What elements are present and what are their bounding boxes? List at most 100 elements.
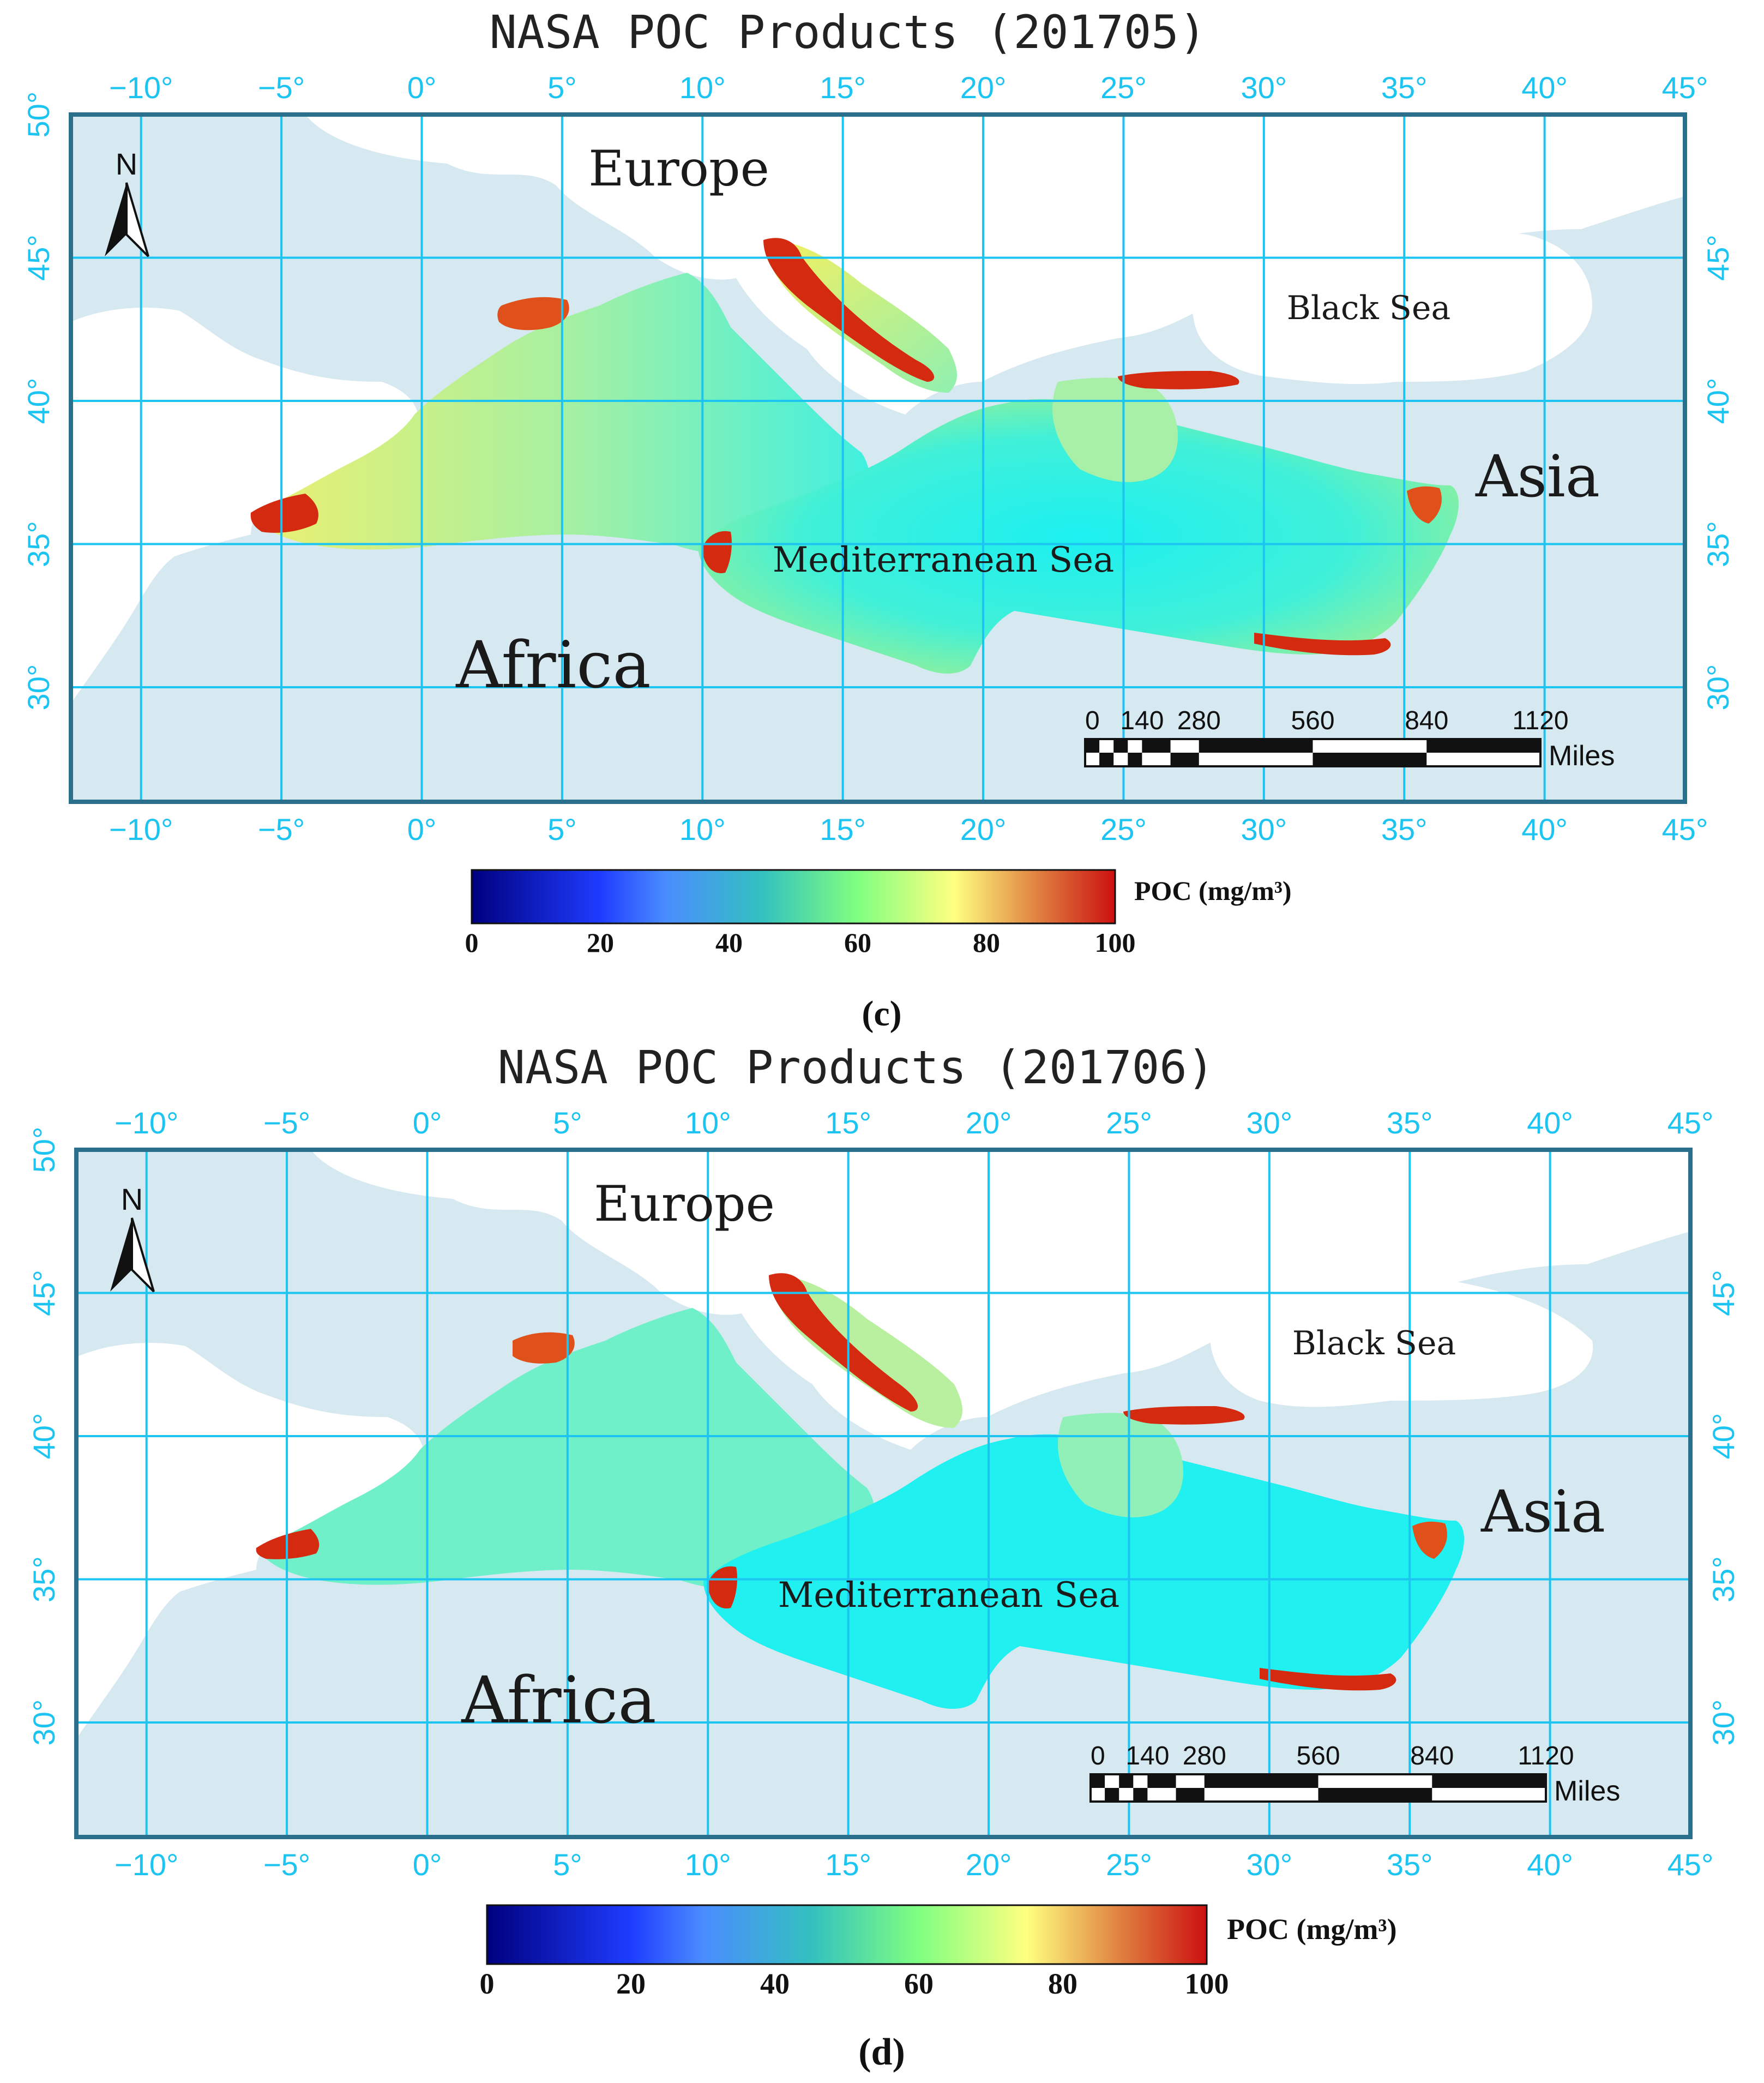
lon-tick-label: 40° <box>1527 1847 1573 1882</box>
black-sea <box>1209 1279 1593 1407</box>
lon-tick-label: 25° <box>1106 1847 1152 1882</box>
label-black-sea: Black Sea <box>1287 289 1450 327</box>
lat-tick-label: 35° <box>27 1556 61 1602</box>
land-europe <box>76 1150 1690 1450</box>
colorbar-label: POC (mg/m³) <box>1227 1913 1397 1946</box>
lon-tick-label: 40° <box>1527 1106 1573 1140</box>
panel-d: NASA POC Products (201706) −10 <box>27 1041 1741 2073</box>
scale-bar-tick-label: 1120 <box>1518 1742 1574 1770</box>
colorbar-tick-label: 0 <box>480 1967 495 2000</box>
land-iberia <box>76 1343 424 1739</box>
lat-tick-label: 40° <box>1706 1413 1741 1460</box>
poc-aegean <box>1058 1413 1183 1517</box>
lon-labels-top: −10° −5° 0° 5° 10° 15° 20° 25° 30° 35° 40° 45° <box>109 70 1708 105</box>
scale-bar: 0 140 280 560 840 1120 Miles <box>1084 706 1615 772</box>
scale-bar-segment <box>1105 1788 1119 1802</box>
poc-coastal-marmara <box>1118 371 1239 389</box>
poc-western-basin <box>256 1308 875 1589</box>
scale-bar-tick-label: 0 <box>1091 1742 1105 1770</box>
lon-tick-label: 15° <box>825 1847 871 1882</box>
colorbar: POC (mg/m³) 0 20 40 60 80 100 <box>465 869 1292 958</box>
lon-tick-label: 30° <box>1246 1847 1292 1882</box>
colorbar-tick-label: 100 <box>1095 927 1136 958</box>
label-asia: Asia <box>1475 443 1600 510</box>
graticule <box>76 1149 1691 1837</box>
scale-bar-segment <box>1113 739 1128 753</box>
lat-tick-label: 45° <box>21 235 56 281</box>
lon-tick-label: 35° <box>1381 812 1428 847</box>
lon-tick-label: 45° <box>1662 812 1708 847</box>
lon-tick-label: 25° <box>1100 70 1147 105</box>
lon-tick-label: 20° <box>960 70 1007 105</box>
lon-tick-label: −10° <box>109 70 173 105</box>
lon-tick-label: 20° <box>966 1106 1012 1140</box>
lon-tick-label: 10° <box>679 812 726 847</box>
poc-coastal-gulf-of-gabes <box>703 531 732 573</box>
colorbar-tick-label: 100 <box>1185 1967 1229 2000</box>
lon-tick-label: 20° <box>966 1847 1012 1882</box>
colorbar-tick-label: 40 <box>760 1967 790 2000</box>
poc-coastal-nile-delta <box>1254 633 1391 656</box>
lon-tick-label: −10° <box>109 812 173 847</box>
colorbar-ramp <box>471 869 1116 925</box>
poc-coastal-gulf-of-gabes <box>709 1566 737 1608</box>
lon-tick-label: 40° <box>1521 812 1568 847</box>
scale-bar-tick-label: 140 <box>1120 706 1164 735</box>
scale-bar-tick-label: 0 <box>1085 706 1100 735</box>
lon-tick-label: 20° <box>960 812 1007 847</box>
scale-bar-segment <box>1170 753 1199 766</box>
lon-tick-label: 10° <box>679 70 726 105</box>
colorbar-label: POC (mg/m³) <box>1134 875 1292 906</box>
lon-tick-label: 5° <box>547 812 577 847</box>
poc-coastal-marmara <box>1123 1406 1245 1425</box>
lat-labels-right: 45° 40° 35° 30° <box>1706 1270 1741 1745</box>
scale-bar-tick-label: 560 <box>1291 706 1334 735</box>
colorbar: POC (mg/m³) 0 20 40 60 80 100 <box>480 1904 1397 2000</box>
poc-central-eastern-basin <box>698 399 1459 674</box>
north-arrow-label: N <box>121 1182 143 1216</box>
label-africa: Africa <box>461 1662 656 1738</box>
panel-label: (c) <box>862 994 901 1034</box>
lon-tick-label: −5° <box>258 812 305 847</box>
north-arrow: N <box>105 147 149 257</box>
land-iberia <box>71 308 419 704</box>
scale-bar-tick-label: 560 <box>1296 1742 1340 1770</box>
label-mediterranean-sea: Mediterranean Sea <box>773 540 1114 580</box>
colorbar-tick-label: 0 <box>465 927 479 958</box>
poc-coastal-levant <box>1407 486 1442 524</box>
lon-tick-label: 15° <box>820 70 866 105</box>
scale-bar-segment <box>1142 739 1171 753</box>
scale-bar-tick-label: 140 <box>1125 1742 1169 1770</box>
lon-labels-top: −10° −5° 0° 5° 10° 15° 20° 25° 30° 35° 40° 45° <box>115 1106 1713 1140</box>
lon-tick-label: −5° <box>263 1106 310 1140</box>
colorbar-tick-label: 80 <box>973 927 1000 958</box>
scale-bar-unit: Miles <box>1549 740 1615 772</box>
scale-bar-segment <box>1204 1774 1319 1788</box>
scale-bar-tick-label: 280 <box>1183 1742 1226 1770</box>
north-arrow-icon <box>105 183 127 256</box>
lat-tick-label: 40° <box>1701 378 1735 424</box>
lon-tick-label: −10° <box>115 1106 178 1140</box>
lat-tick-label: 30° <box>21 664 56 711</box>
poc-coastal-nile-delta <box>1260 1668 1396 1691</box>
lon-labels-bottom: −10° −5° 0° 5° 10° 15° 20° 25° 30° 35° 40° 45° <box>115 1847 1713 1882</box>
lon-tick-label: 5° <box>553 1847 582 1882</box>
lon-tick-label: 0° <box>407 812 437 847</box>
lon-tick-label: 5° <box>553 1106 582 1140</box>
colorbar-tick-label: 80 <box>1048 1967 1077 2000</box>
scale-bar-segment <box>1313 753 1427 766</box>
map-title: NASA POC Products (201705) <box>490 5 1207 59</box>
lon-tick-label: 0° <box>407 70 437 105</box>
scale-bar: 0 140 280 560 840 1120 Miles <box>1089 1742 1620 1807</box>
lon-tick-label: 30° <box>1246 1106 1292 1140</box>
lat-labels-left: 50° 45° 40° 35° 30° <box>27 1127 61 1746</box>
lat-tick-label: 50° <box>21 92 56 138</box>
lat-tick-label: 35° <box>1706 1556 1741 1602</box>
scale-bar-tick-label: 840 <box>1405 706 1448 735</box>
map-border <box>74 1148 1693 1839</box>
poc-field <box>256 1273 1464 1709</box>
north-arrow-icon <box>110 1218 132 1292</box>
poc-coastal-gulf-of-lion <box>497 297 569 331</box>
scale-bar-segment <box>1199 739 1313 753</box>
